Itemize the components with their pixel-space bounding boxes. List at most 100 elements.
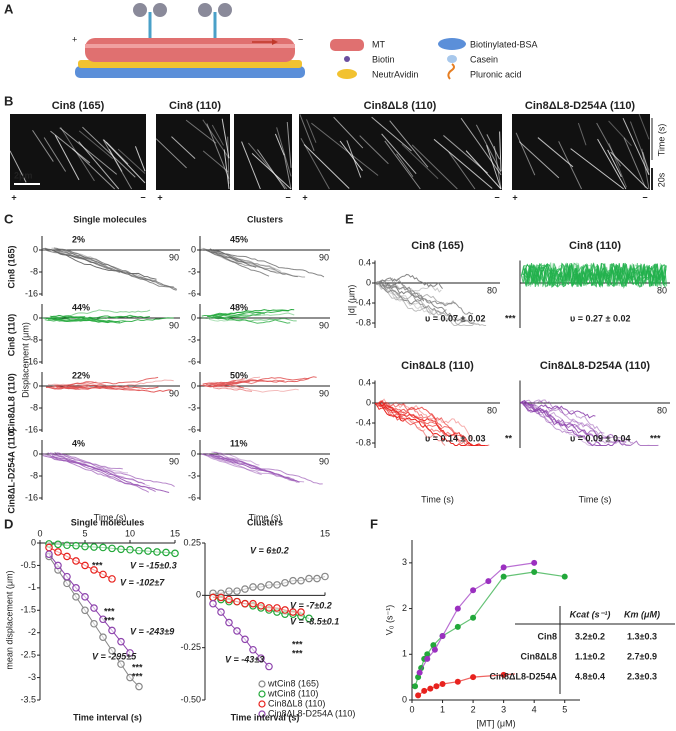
data-point (225, 595, 233, 604)
y-tick-label: 0 (33, 380, 38, 390)
y-tick-label: -2.5 (20, 650, 36, 660)
data-point (281, 606, 289, 614)
trajectory (204, 377, 310, 388)
kymograph-streak (607, 149, 622, 178)
data-point (289, 608, 297, 616)
motor-head (153, 3, 167, 17)
fraction-label: 11% (230, 438, 248, 448)
kymograph-streak (227, 136, 230, 184)
kymograph-streak (339, 140, 363, 172)
trajectory (45, 386, 172, 393)
data-point (117, 637, 125, 646)
kymograph-streak (223, 149, 230, 190)
data-point (415, 674, 422, 681)
plus-end: + (512, 192, 517, 202)
data-point (531, 569, 538, 575)
data-point (273, 604, 281, 612)
x-end-label: 80 (487, 405, 497, 415)
x-tick-label: 5 (82, 528, 87, 538)
displacement-trace (376, 282, 442, 293)
kymograph-streak (202, 150, 229, 173)
legend-text: Biotin (372, 54, 395, 64)
column-title: Single molecules (73, 214, 147, 224)
legend-icon (447, 55, 457, 63)
kymograph-streak (78, 130, 114, 159)
minus-end: − (298, 34, 303, 44)
displacement-trace (377, 282, 474, 324)
kymograph-streak (642, 152, 650, 175)
y-tick-label: 0 (191, 380, 196, 390)
data-point (135, 546, 143, 555)
data-point (54, 548, 62, 556)
trajectory (54, 249, 97, 265)
kymograph-streak (108, 148, 123, 172)
table-km: 1.3±0.3 (627, 631, 657, 641)
y-tick-label: -1 (28, 582, 36, 592)
data-point (313, 574, 321, 583)
displacement-trace (523, 262, 667, 289)
data-point (265, 604, 273, 612)
kymograph-streak (300, 137, 330, 190)
displacement-trace (523, 401, 596, 419)
kymograph-streak (558, 141, 583, 190)
kymograph-streak (283, 153, 292, 190)
y-tick-label: 0 (33, 448, 38, 458)
fraction-label: 4% (72, 438, 85, 448)
panel-label: C (4, 211, 14, 226)
trajectory (56, 248, 177, 291)
trajectory (51, 455, 170, 493)
x-axis-label: Time interval (s) (231, 712, 300, 722)
displacement-trace (520, 402, 605, 436)
annotation: *** (92, 560, 103, 570)
y-tick-label: -3 (188, 266, 196, 276)
trajectory (209, 248, 325, 278)
kymograph-streak (623, 137, 646, 188)
displacement-trace (521, 401, 542, 416)
y-tick-label: -16 (25, 492, 38, 502)
x-tick-label: 1 (440, 704, 445, 714)
data-point (63, 572, 71, 581)
y-tick-label: -0.8 (355, 437, 371, 447)
data-point (63, 552, 71, 561)
trajectory (202, 376, 317, 385)
legend-marker (258, 690, 266, 698)
trajectory (213, 451, 298, 484)
y-tick-label: -6 (188, 492, 196, 502)
y-tick-label: 2 (402, 603, 407, 613)
table-kcat: 1.1±0.2 (575, 651, 605, 661)
y-tick-label: -0.5 (20, 560, 36, 570)
annotation: V = -243±9 (130, 626, 174, 636)
kymograph-streak (241, 141, 261, 190)
kymograph-streak (311, 122, 379, 176)
data-point (500, 573, 507, 580)
kymograph-streak (171, 136, 196, 160)
legend-icon (330, 39, 364, 51)
data-point (171, 549, 179, 558)
legend-text: Casein (470, 54, 498, 64)
annotation: *** (104, 615, 115, 625)
data-point (99, 615, 107, 624)
kymograph-streak (443, 135, 488, 174)
data-point (305, 574, 313, 583)
kymograph-streak (622, 117, 650, 176)
legend-label: Cin8ΔL8 (110) (268, 698, 325, 708)
annotation: V = -8.5±0.1 (290, 616, 339, 626)
kymograph-streak (59, 127, 118, 175)
kymograph-streak (103, 139, 146, 184)
data-point (54, 540, 62, 549)
fraction-label: 45% (230, 234, 248, 244)
table-kcat: 4.8±0.4 (575, 671, 605, 681)
y-axis-label: V₀ (s⁻¹) (384, 605, 394, 635)
table-kcat: 3.2±0.2 (575, 631, 605, 641)
data-point (72, 593, 80, 601)
data-point (470, 614, 477, 621)
trajectory (207, 455, 305, 483)
x-axis-label: Time interval (s) (73, 712, 142, 722)
kymograph-streak (486, 134, 501, 160)
kymograph-streak (299, 114, 315, 151)
x-tick-label: 15 (320, 528, 330, 538)
x-tick-label: 10 (125, 528, 135, 538)
data-point (72, 557, 80, 565)
y-tick-label: 0.4 (358, 377, 371, 387)
displacement-trace (378, 400, 467, 442)
